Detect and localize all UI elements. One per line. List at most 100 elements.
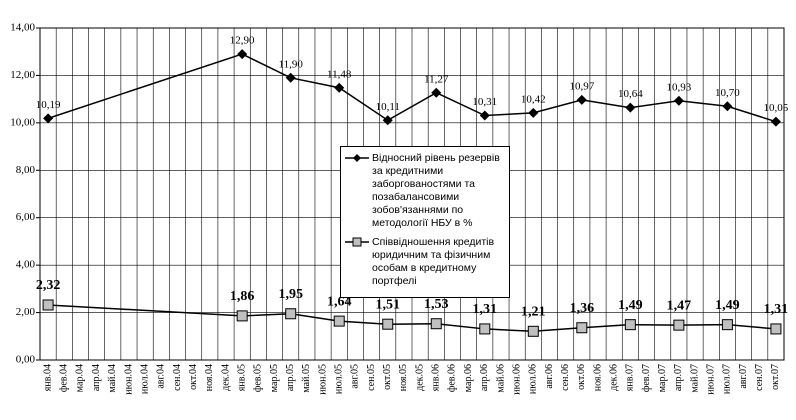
x-tick-label: июн.05 — [317, 364, 328, 395]
data-label: 1,86 — [230, 289, 255, 304]
plot-border — [39, 27, 785, 361]
x-tick-label: ноя.06 — [592, 364, 603, 391]
x-tick-label: окт.04 — [188, 364, 199, 390]
y-tick-label: 4,00 — [16, 259, 36, 271]
x-tick-label: май.05 — [301, 364, 312, 393]
x-tick-label: авг.05 — [350, 364, 361, 389]
data-point — [42, 299, 54, 311]
data-point — [770, 116, 781, 127]
x-tick-label: окт.06 — [576, 364, 587, 390]
data-point — [527, 325, 539, 337]
data-point — [528, 107, 539, 118]
data-label: 1,95 — [278, 287, 303, 302]
data-label: 10,11 — [376, 101, 400, 113]
x-tick-label: дек.04 — [220, 364, 231, 391]
x-tick-label: янв.04 — [42, 364, 53, 391]
x-tick-label: фев.04 — [59, 364, 70, 392]
data-point — [382, 115, 393, 126]
data-label: 10,05 — [764, 102, 789, 114]
data-point — [770, 323, 782, 335]
x-tick-label: авг.04 — [156, 364, 167, 389]
data-point — [624, 319, 636, 331]
data-point — [576, 322, 588, 334]
x-tick-label: фев.06 — [447, 364, 458, 392]
data-point — [479, 323, 491, 335]
x-tick-label: авг.07 — [738, 364, 749, 389]
data-point — [625, 102, 636, 113]
data-point — [236, 310, 248, 322]
legend-swatch — [345, 237, 369, 247]
data-label: 11,48 — [327, 68, 352, 80]
legend-item: Відносний рівень резервів за кредитними … — [345, 152, 505, 230]
data-point — [285, 308, 297, 320]
x-tick-label: апр.07 — [673, 364, 684, 391]
data-point — [43, 113, 54, 124]
x-tick-label: сен.06 — [560, 364, 571, 391]
data-label: 1,53 — [424, 297, 449, 312]
data-label: 10,64 — [618, 88, 643, 100]
x-tick-label: ноя.05 — [398, 364, 409, 391]
data-point — [576, 94, 587, 105]
x-tick-label: окт.05 — [382, 364, 393, 390]
data-label: 1,49 — [715, 298, 740, 313]
data-label: 12,90 — [230, 35, 255, 47]
x-tick-label: апр.04 — [91, 364, 102, 391]
x-tick-label: май.07 — [689, 364, 700, 393]
x-tick-label: дек.06 — [608, 364, 619, 391]
x-tick-label: мар.06 — [463, 364, 474, 392]
legend-marker — [352, 237, 362, 247]
x-tick-label: май.06 — [495, 364, 506, 393]
x-tick-label: сен.07 — [754, 364, 765, 391]
data-label: 1,49 — [618, 298, 643, 313]
y-tick-label: 8,00 — [16, 164, 36, 176]
x-tick-label: июн.04 — [123, 364, 134, 395]
data-point — [721, 319, 733, 331]
data-point — [285, 72, 296, 83]
legend-swatch — [345, 154, 369, 162]
data-point — [430, 318, 442, 330]
data-label: 1,64 — [327, 294, 352, 309]
x-tick-label: июл.05 — [334, 364, 345, 394]
data-label: 10,42 — [521, 93, 546, 105]
x-tick-label: окт.07 — [770, 364, 781, 390]
x-tick-label: июн.06 — [511, 364, 522, 395]
x-tick-label: июл.06 — [528, 364, 539, 394]
data-point — [333, 315, 345, 327]
data-point — [673, 95, 684, 106]
data-label: 10,93 — [666, 81, 691, 93]
data-label: 11,90 — [279, 58, 304, 70]
x-tick-label: фев.07 — [641, 364, 652, 392]
x-tick-label: апр.06 — [479, 364, 490, 391]
data-point — [722, 101, 733, 112]
data-label: 10,70 — [715, 87, 740, 99]
data-label: 1,31 — [473, 302, 498, 317]
x-tick-label: сен.05 — [366, 364, 377, 391]
data-label: 10,31 — [472, 96, 497, 108]
data-point — [479, 110, 490, 121]
x-tick-label: мар.04 — [75, 364, 86, 392]
x-tick-label: апр.05 — [285, 364, 296, 391]
x-tick-label: янв.07 — [625, 364, 636, 391]
x-tick-label: ноя.04 — [204, 364, 215, 391]
x-tick-label: мар.07 — [657, 364, 668, 392]
x-tick-label: июл.07 — [722, 364, 733, 394]
x-tick-label: июл.04 — [139, 364, 150, 394]
legend-label: Співвідношення кредитів юридичним та фіз… — [372, 236, 495, 287]
data-point — [334, 82, 345, 93]
x-tick-label: сен.04 — [172, 364, 183, 391]
legend: Відносний рівень резервів за кредитними … — [340, 146, 510, 298]
data-label: 2,32 — [36, 278, 61, 293]
x-tick-label: май.04 — [107, 364, 118, 393]
data-label: 1,31 — [764, 302, 789, 317]
data-point — [237, 49, 248, 60]
data-point — [673, 319, 685, 331]
data-label: 1,36 — [570, 301, 595, 316]
data-label: 10,97 — [569, 80, 594, 92]
x-tick-label: июн.07 — [706, 364, 717, 395]
y-tick-label: 2,00 — [16, 306, 36, 318]
data-label: 11,27 — [424, 73, 449, 85]
data-point — [382, 318, 394, 330]
y-tick-label: 14,00 — [10, 22, 35, 34]
